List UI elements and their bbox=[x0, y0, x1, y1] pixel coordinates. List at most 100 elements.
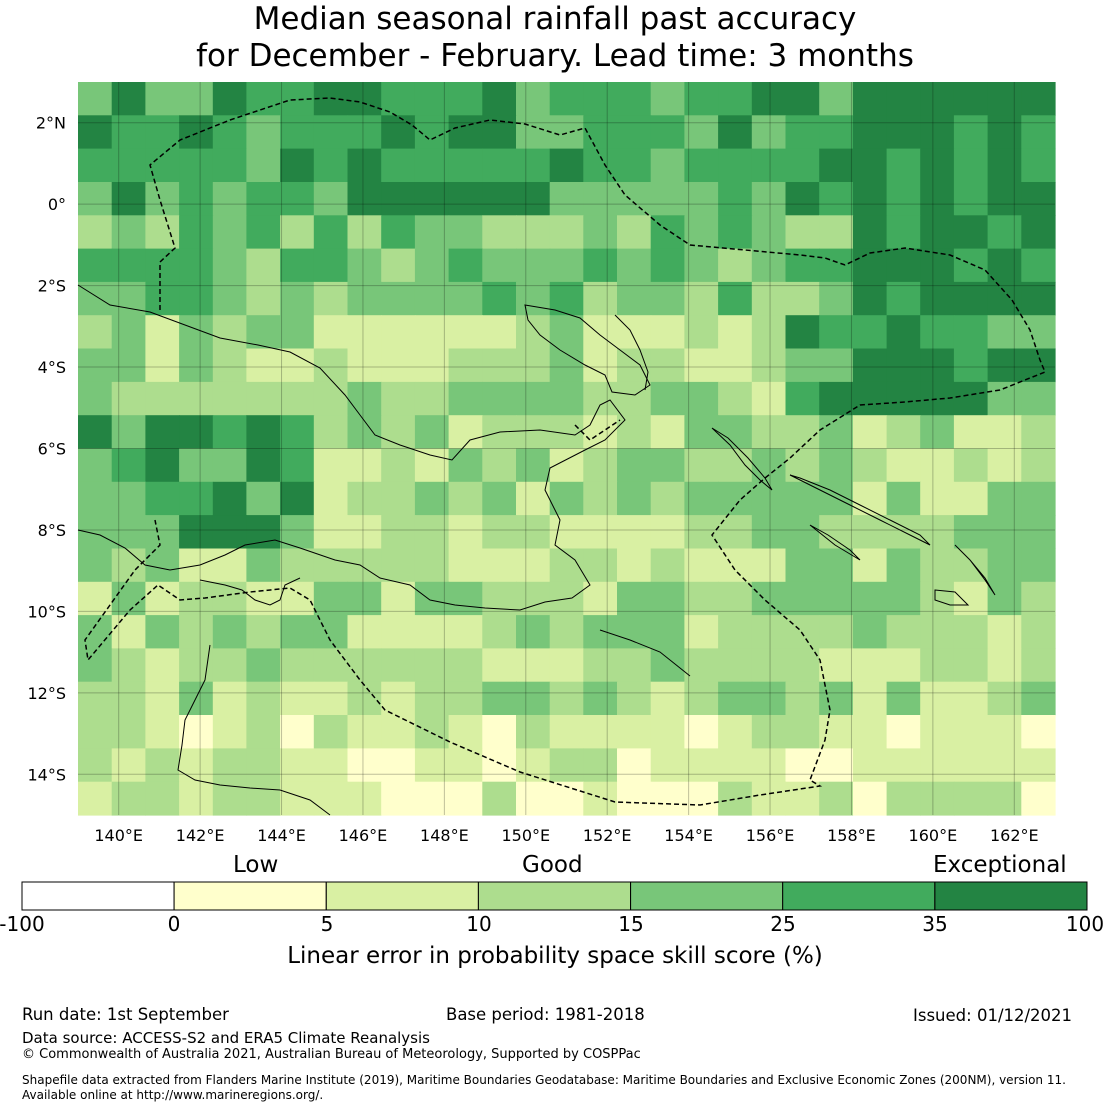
latitude-label: 4°S bbox=[38, 358, 66, 377]
grid-cell bbox=[78, 215, 113, 250]
chart-title-line1: Median seasonal rainfall past accuracy bbox=[253, 1, 857, 37]
grid-cell bbox=[78, 281, 113, 316]
grid-cell bbox=[650, 548, 685, 583]
grid-cell bbox=[684, 348, 719, 383]
grid-cell bbox=[414, 648, 450, 683]
grid-cell bbox=[448, 82, 483, 116]
grid-cell bbox=[583, 781, 618, 816]
coastline-solomons-3 bbox=[954, 544, 996, 596]
grid-cell bbox=[145, 481, 180, 516]
grid-cell bbox=[549, 748, 584, 783]
grid-cell bbox=[347, 481, 382, 516]
grid-cell bbox=[684, 381, 719, 416]
grid-cell bbox=[751, 182, 787, 216]
grid-cell bbox=[650, 315, 685, 350]
latitude-label: 2°S bbox=[38, 277, 66, 296]
colorbar-segment bbox=[782, 881, 936, 911]
grid-cell bbox=[179, 615, 214, 649]
grid-cell bbox=[684, 148, 719, 183]
grid-cell bbox=[583, 615, 618, 649]
coastline-australia bbox=[177, 577, 331, 816]
grid-cell bbox=[347, 115, 382, 150]
grid-cell bbox=[381, 248, 416, 283]
grid-cell bbox=[920, 548, 955, 583]
grid-cell bbox=[751, 781, 787, 816]
grid-cell bbox=[549, 82, 584, 116]
grid-cell bbox=[718, 281, 753, 316]
grid-cell bbox=[920, 715, 955, 749]
grid-cell bbox=[549, 281, 584, 316]
grid-cell bbox=[347, 748, 382, 783]
grid-cell bbox=[819, 315, 854, 350]
grid-cell bbox=[280, 581, 315, 616]
grid-cell bbox=[886, 781, 921, 816]
grid-cell bbox=[785, 82, 820, 116]
grid-cell bbox=[313, 248, 349, 283]
grid-cell bbox=[751, 148, 787, 183]
grid-cell bbox=[246, 715, 281, 749]
grid-cell bbox=[280, 248, 315, 283]
grid-cell bbox=[920, 648, 955, 683]
grid-cell bbox=[78, 715, 113, 749]
grid-cell bbox=[516, 415, 551, 450]
grid-cell bbox=[179, 315, 214, 350]
grid-cell bbox=[886, 548, 921, 583]
grid-cell bbox=[516, 748, 551, 783]
grid-cell bbox=[347, 381, 382, 416]
grid-cell bbox=[920, 581, 955, 616]
grid-cell bbox=[785, 415, 820, 450]
grid-cell bbox=[448, 281, 483, 316]
grid-cell bbox=[347, 681, 382, 716]
grid-cell bbox=[583, 82, 618, 116]
grid-cell bbox=[583, 448, 618, 483]
grid-cell bbox=[718, 748, 753, 783]
grid-cell bbox=[953, 148, 989, 183]
colorbar-tick: 0 bbox=[167, 912, 181, 936]
grid-cell bbox=[381, 348, 416, 383]
grid-cell bbox=[280, 281, 315, 316]
grid-cell bbox=[650, 448, 685, 483]
grid-cell bbox=[987, 381, 1022, 416]
legend-category-good: Good bbox=[522, 852, 583, 878]
grid-cell bbox=[280, 748, 315, 783]
grid-cell bbox=[650, 348, 685, 383]
grid-cell bbox=[751, 748, 787, 783]
grid-cell bbox=[549, 248, 584, 283]
grid-cell bbox=[583, 681, 618, 716]
grid-cell bbox=[347, 315, 382, 350]
grid-cell bbox=[953, 415, 989, 450]
grid-cell bbox=[313, 548, 349, 583]
grid-cell bbox=[852, 348, 888, 383]
grid-cell bbox=[819, 448, 854, 483]
grid-cell bbox=[1021, 748, 1056, 783]
grid-cell bbox=[313, 615, 349, 649]
grid-cell bbox=[78, 148, 113, 183]
grid-cell bbox=[111, 248, 146, 283]
grid-cell bbox=[381, 748, 416, 783]
grid-cell bbox=[987, 515, 1022, 549]
grid-cell bbox=[280, 781, 315, 816]
grid-cell bbox=[785, 148, 820, 183]
grid-cell bbox=[313, 115, 349, 150]
grid-cell bbox=[347, 248, 382, 283]
grid-cell bbox=[381, 448, 416, 483]
grid-cell bbox=[549, 115, 584, 150]
grid-cell bbox=[111, 215, 146, 250]
grid-cell bbox=[414, 681, 450, 716]
grid-cell bbox=[179, 348, 214, 383]
grid-cell bbox=[650, 481, 685, 516]
grid-cell bbox=[212, 148, 248, 183]
grid-cell bbox=[718, 681, 753, 716]
grid-cell bbox=[987, 481, 1022, 516]
coastline-new-ireland bbox=[614, 314, 649, 391]
grid-cell bbox=[819, 381, 854, 416]
grid-cell bbox=[145, 648, 180, 683]
grid-cell bbox=[111, 315, 146, 350]
grid-cell bbox=[1021, 581, 1056, 616]
grid-cell bbox=[111, 182, 146, 216]
grid-cell bbox=[987, 281, 1022, 316]
grid-cell bbox=[448, 381, 483, 416]
grid-cell bbox=[1021, 648, 1056, 683]
grid-cell bbox=[246, 248, 281, 283]
grid-cell bbox=[246, 681, 281, 716]
